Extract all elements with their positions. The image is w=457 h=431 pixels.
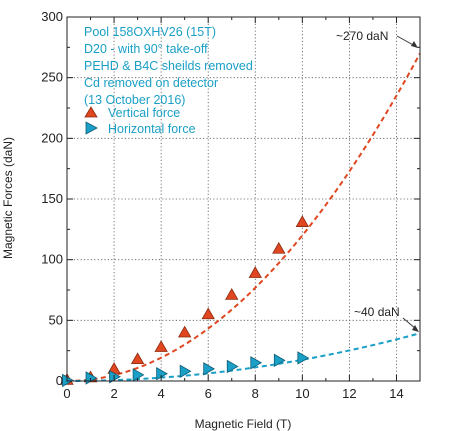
fit-curve-0 <box>66 52 421 382</box>
vertical-force-point-3 <box>130 352 145 365</box>
y-tick-label-5: 250 <box>41 70 63 85</box>
legend-horizontal-label: Horizontal force <box>108 122 196 136</box>
x-tick-label-2: 4 <box>158 386 165 401</box>
horizontal-force-point-0 <box>62 373 74 388</box>
annotation-horizontal-end: ~40 daN <box>354 305 400 319</box>
y-tick-label-1: 50 <box>49 312 63 327</box>
horizontal-force-point-2 <box>109 370 121 384</box>
x-tick-label-1: 2 <box>110 386 117 401</box>
info-line-4: Cd removed on detector <box>84 76 218 90</box>
data-markers <box>60 215 310 388</box>
x-tick-label-5: 10 <box>295 386 309 401</box>
vertical-force-point-4 <box>154 340 168 352</box>
legend: Vertical force Horizontal force <box>84 106 196 136</box>
info-text-block: Pool 158OXHV26 (15T) D20 - with 90° take… <box>84 25 253 107</box>
annotation-vertical-arrowhead <box>411 41 418 48</box>
x-tick-label-4: 8 <box>252 386 259 401</box>
y-tick-label-6: 300 <box>41 9 63 24</box>
horizontal-force-point-9 <box>273 353 286 368</box>
horizontal-force-point-8 <box>250 356 263 370</box>
vertical-force-point-5 <box>177 325 192 338</box>
vertical-force-point-10 <box>295 215 310 227</box>
horizontal-force-point-3 <box>132 368 145 382</box>
annotations: ~270 daN ~40 daN <box>336 29 419 332</box>
legend-vertical-marker <box>84 106 98 118</box>
annotation-vertical-arrow <box>396 35 416 47</box>
grid-lines <box>67 17 420 381</box>
horizontal-force-point-4 <box>156 367 168 381</box>
legend-vertical-label: Vertical force <box>108 106 180 120</box>
info-line-2: D20 - with 90° take-off <box>84 42 208 56</box>
y-axis-title: Magnetic Forces (daN) <box>1 137 15 259</box>
y-tick-label-3: 150 <box>41 191 63 206</box>
annotation-horizontal-arrowhead <box>412 325 419 332</box>
horizontal-force-point-6 <box>203 362 216 376</box>
vertical-force-point-6 <box>201 307 215 320</box>
vertical-force-point-9 <box>272 241 286 254</box>
horizontal-force-point-7 <box>226 359 239 374</box>
fit-curves <box>66 52 421 382</box>
x-axis-title: Magnetic Field (T) <box>195 417 292 431</box>
y-tick-label-2: 100 <box>41 252 63 267</box>
vertical-force-point-8 <box>248 266 262 278</box>
axis-ticks: 0 2 4 6 8 10 12 14 0 50 100 150 200 250 300 <box>41 9 420 401</box>
x-tick-label-7: 14 <box>389 386 403 401</box>
info-line-5: (13 October 2016) <box>84 93 185 107</box>
vertical-force-point-7 <box>225 288 239 300</box>
legend-horizontal-marker <box>85 121 98 135</box>
y-tick-label-0: 0 <box>56 373 63 388</box>
x-tick-label-6: 12 <box>342 386 356 401</box>
info-line-3: PEHD & B4C sheilds removed <box>84 59 253 73</box>
x-tick-label-0: 0 <box>63 386 70 401</box>
info-line-1: Pool 158OXHV26 (15T) <box>84 25 216 39</box>
horizontal-force-point-5 <box>179 364 192 378</box>
y-tick-label-4: 200 <box>41 130 63 145</box>
x-tick-label-3: 6 <box>205 386 212 401</box>
annotation-vertical-end: ~270 daN <box>336 29 388 43</box>
horizontal-force-point-10 <box>297 351 310 365</box>
